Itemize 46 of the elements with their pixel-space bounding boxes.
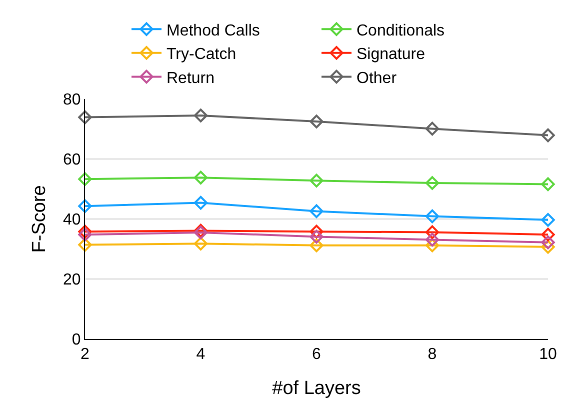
point [194,108,208,122]
legend-label: Signature [356,46,426,64]
point [310,224,324,238]
legend-label: Method Calls [166,22,260,40]
y-tick-label: 40 [63,212,81,229]
point [78,224,92,238]
point [78,228,92,242]
x-tick-label: 4 [196,346,206,364]
legend-label: Try-Catch [166,46,236,64]
y-tick-label: 0 [72,332,81,349]
point [78,172,92,186]
y-tick-label: 80 [63,92,81,109]
legend-label: Return [166,70,215,87]
point [541,228,555,242]
x-tick-label: 6 [312,346,322,364]
point [425,232,440,247]
point [78,238,92,252]
legend-label: Conditionals [356,22,445,40]
x-tick-label: 10 [539,346,557,364]
point [425,238,440,252]
point [425,122,440,136]
point [310,114,324,128]
point [194,236,208,250]
point [310,230,324,244]
point [541,177,555,192]
x-tick-label: 2 [80,346,90,364]
point [541,128,555,142]
y-axis-title: F-Score [28,185,50,253]
point [541,213,555,227]
point [78,110,92,124]
point [194,196,208,210]
point [310,174,324,188]
x-axis-title: #of Layers [272,378,361,399]
point [425,209,440,224]
y-tick-label: 60 [63,152,81,169]
point [310,238,324,252]
point [425,225,440,240]
legend-label: Other [356,70,398,87]
point [78,199,92,213]
point [541,236,555,250]
x-tick-label: 8 [428,346,437,364]
y-tick-label: 20 [63,272,81,289]
point [425,176,440,190]
point [310,204,324,218]
point [541,240,555,254]
point [194,170,208,184]
